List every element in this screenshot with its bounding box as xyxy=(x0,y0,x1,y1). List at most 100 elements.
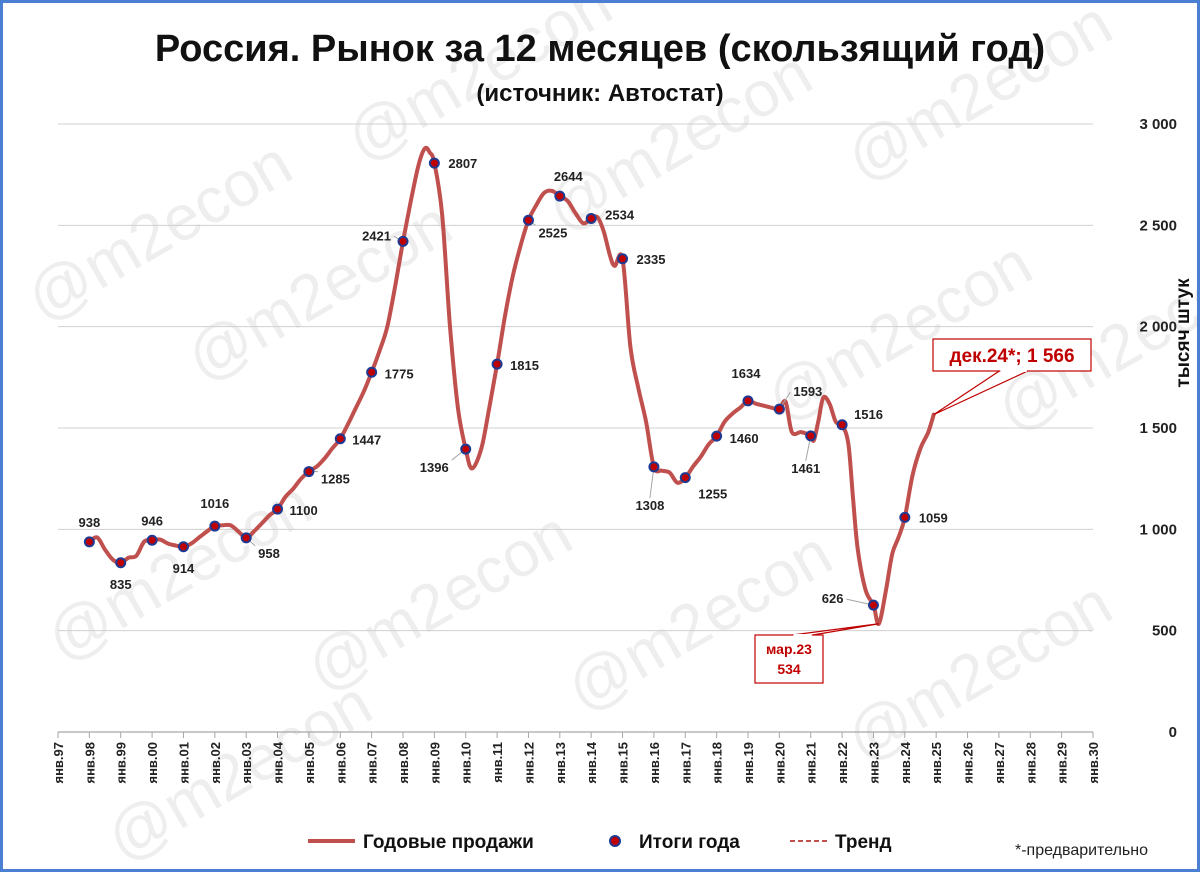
x-tick-label: янв.26 xyxy=(961,742,976,784)
x-tick-label: янв.15 xyxy=(616,742,631,784)
x-tick-label: янв.30 xyxy=(1086,742,1101,784)
data-label: 835 xyxy=(110,577,132,592)
data-label: 2525 xyxy=(538,225,567,240)
x-tick-label: янв.16 xyxy=(647,742,662,784)
data-label: 1775 xyxy=(385,366,414,381)
year-point xyxy=(617,253,629,265)
data-label: 1593 xyxy=(793,384,822,399)
x-tick-label: янв.07 xyxy=(365,742,380,784)
x-tick-label: янв.29 xyxy=(1055,742,1070,784)
x-tick-label: янв.14 xyxy=(584,741,599,783)
data-label: 2421 xyxy=(362,228,391,243)
x-tick-label: янв.23 xyxy=(866,742,881,784)
y-axis: 0 500 1 000 1 500 2 000 2 500 3 000 xyxy=(1139,116,1177,741)
year-point xyxy=(303,466,315,478)
data-label: 938 xyxy=(79,515,101,530)
data-label: 1285 xyxy=(321,472,350,487)
year-point xyxy=(711,430,723,442)
year-point xyxy=(836,419,848,431)
x-tick-label: янв.17 xyxy=(678,742,693,784)
grid-lines xyxy=(58,123,1093,733)
legend-label-annual-sales: Годовые продажи xyxy=(363,832,534,853)
year-point xyxy=(773,403,785,415)
legend-label-year-totals: Итоги года xyxy=(639,832,740,853)
y-tick-label: 0 xyxy=(1169,724,1177,741)
annotation-label-dec24: дек.24*; 1 566 xyxy=(949,346,1074,367)
year-point xyxy=(366,366,378,378)
x-axis: янв.97 янв.98 янв.99 янв.00 янв.01 янв.02 янв.… xyxy=(51,732,1101,784)
x-tick-label: янв.25 xyxy=(929,742,944,784)
year-point xyxy=(648,461,660,473)
x-tick-label: янв.00 xyxy=(145,742,160,784)
data-label: 946 xyxy=(141,513,163,528)
data-label: 1516 xyxy=(854,407,883,422)
x-tick-label: янв.98 xyxy=(82,742,97,784)
chart-title: Россия. Рынок за 12 месяцев (скользящий … xyxy=(155,28,1045,70)
annotation-label-mar23-value: 534 xyxy=(777,661,801,677)
year-point xyxy=(460,443,472,455)
data-label: 2644 xyxy=(554,169,584,184)
data-label: 2807 xyxy=(448,156,477,171)
x-tick-label: янв.22 xyxy=(835,742,850,784)
year-point xyxy=(83,536,95,548)
year-point xyxy=(272,503,284,515)
annotation-label-mar23-date: мар.23 xyxy=(766,641,812,657)
data-label: 2534 xyxy=(605,207,635,222)
y-tick-label: 3 000 xyxy=(1139,116,1177,133)
chart-subtitle: (источник: Автостат) xyxy=(476,80,723,107)
x-tick-label: янв.05 xyxy=(302,742,317,784)
year-point xyxy=(428,157,440,169)
x-tick-label: янв.20 xyxy=(772,742,787,784)
data-label: 1634 xyxy=(732,366,762,381)
data-label: 1308 xyxy=(635,498,664,513)
annotations: дек.24*; 1 566 мар.23 534 xyxy=(754,338,1092,684)
data-label: 1100 xyxy=(290,503,318,518)
x-tick-label: янв.08 xyxy=(396,742,411,784)
year-point xyxy=(177,541,189,553)
year-point xyxy=(209,520,221,532)
data-label: 914 xyxy=(173,561,195,576)
data-label: 626 xyxy=(822,591,844,606)
year-point xyxy=(397,235,409,247)
data-label: 1255 xyxy=(698,487,727,502)
year-point xyxy=(115,557,127,569)
x-tick-label: янв.10 xyxy=(459,742,474,784)
legend-label-trend: Тренд xyxy=(835,832,892,853)
year-point xyxy=(585,212,597,224)
annotation-box-mar23 xyxy=(754,634,824,684)
year-point xyxy=(679,472,691,484)
x-tick-label: янв.28 xyxy=(1023,742,1038,784)
x-tick-label: янв.09 xyxy=(427,742,442,784)
x-tick-label: янв.01 xyxy=(176,742,191,784)
year-points xyxy=(83,157,911,611)
x-tick-label: янв.21 xyxy=(804,742,819,784)
y-tick-label: 2 500 xyxy=(1139,217,1177,234)
x-tick-label: янв.19 xyxy=(741,742,756,784)
data-label: 1396 xyxy=(420,460,449,475)
x-tick-label: янв.97 xyxy=(51,742,66,784)
year-point xyxy=(491,358,503,370)
x-tick-label: янв.02 xyxy=(208,742,223,784)
year-point xyxy=(240,532,252,544)
data-label: 1815 xyxy=(510,358,539,373)
x-tick-label: янв.99 xyxy=(114,742,129,784)
year-point xyxy=(899,511,911,523)
chart-canvas: @m2econ @m2econ @m2econ @m2econ @m2econ … xyxy=(14,3,1197,869)
data-label: 958 xyxy=(258,546,280,561)
watermark: @m2econ xyxy=(554,516,843,725)
annotation-pointer xyxy=(792,623,879,636)
x-tick-label: янв.12 xyxy=(521,742,536,784)
y-tick-label: 500 xyxy=(1152,623,1177,640)
x-tick-label: янв.03 xyxy=(239,742,254,784)
y-tick-label: 2 000 xyxy=(1139,319,1177,336)
year-point xyxy=(146,534,158,546)
y-tick-label: 1 500 xyxy=(1139,420,1177,437)
data-label: 1460 xyxy=(730,431,759,446)
data-label: 1059 xyxy=(919,510,948,525)
year-point xyxy=(867,599,879,611)
year-point xyxy=(522,214,534,226)
year-point xyxy=(334,433,346,445)
x-tick-label: янв.06 xyxy=(333,742,348,784)
data-label: 1447 xyxy=(352,433,381,448)
year-point xyxy=(742,395,754,407)
